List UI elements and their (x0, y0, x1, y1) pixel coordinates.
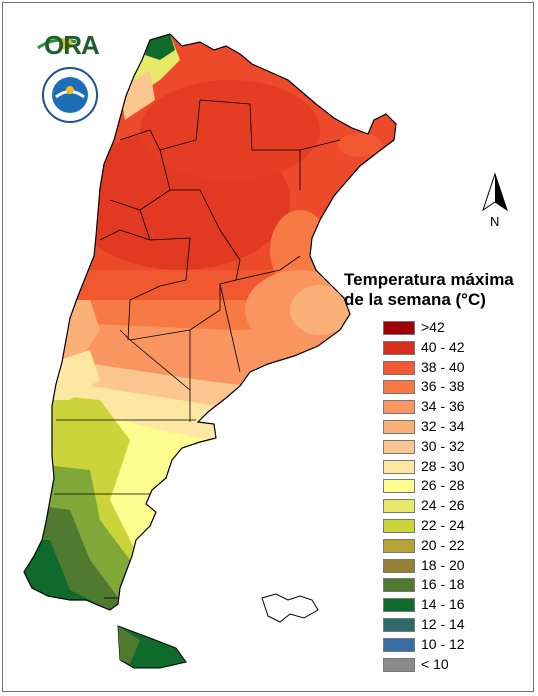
legend-label: 30 - 32 (421, 437, 465, 454)
legend-swatch (383, 538, 415, 553)
legend-item: 32 - 34 (383, 417, 513, 437)
argentina-outline (23, 33, 397, 611)
legend-item: 38 - 40 (383, 358, 513, 378)
legend-label: 26 - 28 (421, 477, 465, 494)
legend-swatch (383, 360, 415, 375)
legend-swatch (383, 479, 415, 494)
north-label: N (490, 214, 500, 229)
legend-swatch (383, 637, 415, 652)
legend-item: 20 - 22 (383, 536, 513, 556)
legend-label: 20 - 22 (421, 536, 465, 553)
legend-label: 32 - 34 (421, 417, 465, 434)
ora-logo-text: ORA (44, 30, 100, 60)
legend-swatch (383, 419, 415, 434)
legend-item: 40 - 42 (383, 338, 513, 358)
legend-title: Temperatura máxima de la semana (°C) (344, 270, 514, 310)
legend-label: 24 - 26 (421, 497, 465, 514)
legend-label: 10 - 12 (421, 635, 465, 652)
legend-label: 14 - 16 (421, 596, 465, 613)
legend-item: 10 - 12 (383, 635, 513, 655)
legend-swatch (383, 598, 415, 613)
province-boundaries (54, 99, 341, 599)
legend-swatch (383, 400, 415, 415)
legend-swatch (383, 518, 415, 533)
legend-item: < 10 (383, 655, 513, 675)
legend-swatch (383, 499, 415, 514)
legend-label: 16 - 18 (421, 576, 465, 593)
legend-item: 26 - 28 (383, 476, 513, 496)
legend-item: 34 - 36 (383, 397, 513, 417)
legend-swatch (383, 578, 415, 593)
legend-label: 12 - 14 (421, 615, 465, 632)
legend-item: 18 - 20 (383, 556, 513, 576)
legend-label: 22 - 24 (421, 516, 465, 533)
legend-swatch (383, 321, 415, 335)
legend-swatch (383, 380, 415, 395)
ora-logo: ORA (36, 28, 108, 62)
legend-label: < 10 (421, 655, 449, 672)
legend-item: 30 - 32 (383, 437, 513, 457)
legend-item: >42 (383, 318, 513, 338)
legend: >42 40 - 42 38 - 40 36 - 38 34 - 36 32 - 34 30… (383, 318, 513, 674)
legend-swatch (383, 459, 415, 474)
legend-label: 40 - 42 (421, 338, 465, 355)
legend-label: >42 (421, 319, 445, 335)
legend-swatch (383, 439, 415, 454)
legend-label: 18 - 20 (421, 556, 465, 573)
tierra-del-fuego (117, 625, 187, 669)
legend-label: 34 - 36 (421, 398, 465, 415)
legend-item: 14 - 16 (383, 595, 513, 615)
legend-title-line2: de la semana (°C) (344, 290, 486, 309)
legend-swatch (383, 617, 415, 632)
legend-title-line1: Temperatura máxima (344, 270, 514, 289)
legend-item: 16 - 18 (383, 575, 513, 595)
legend-item: 28 - 30 (383, 457, 513, 477)
legend-item: 36 - 38 (383, 377, 513, 397)
malvinas-islands (261, 593, 319, 623)
north-arrow-icon (482, 172, 508, 212)
legend-swatch (383, 558, 415, 573)
legend-swatch (383, 340, 415, 355)
smn-round-seal-icon (41, 66, 99, 124)
legend-label: 28 - 30 (421, 457, 465, 474)
legend-label: 38 - 40 (421, 358, 465, 375)
legend-item: 12 - 14 (383, 615, 513, 635)
legend-swatch (383, 657, 415, 672)
ora-logo-sun-leaf (37, 38, 77, 50)
legend-item: 24 - 26 (383, 496, 513, 516)
legend-item: 22 - 24 (383, 516, 513, 536)
north-arrow: N (480, 172, 510, 230)
legend-label: 36 - 38 (421, 378, 465, 395)
